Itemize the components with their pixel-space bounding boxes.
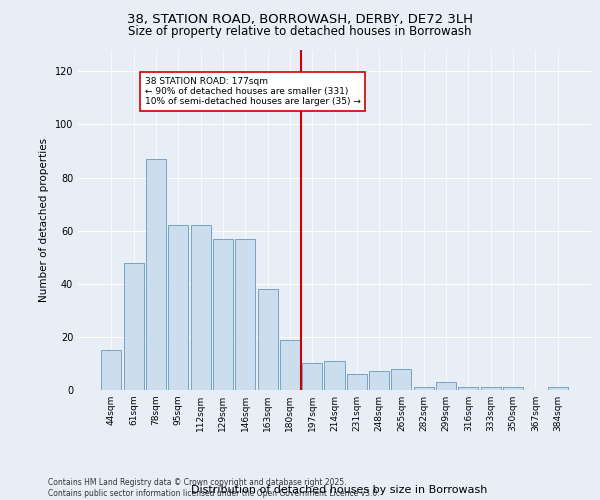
- Text: 38, STATION ROAD, BORROWASH, DERBY, DE72 3LH: 38, STATION ROAD, BORROWASH, DERBY, DE72…: [127, 12, 473, 26]
- Bar: [280, 340, 300, 390]
- Bar: [391, 369, 412, 390]
- Bar: [191, 226, 211, 390]
- Text: 38 STATION ROAD: 177sqm
← 90% of detached houses are smaller (331)
10% of semi-d: 38 STATION ROAD: 177sqm ← 90% of detache…: [145, 76, 361, 106]
- Bar: [146, 159, 166, 390]
- Bar: [503, 388, 523, 390]
- Bar: [369, 372, 389, 390]
- Bar: [257, 289, 278, 390]
- Bar: [213, 238, 233, 390]
- Bar: [481, 388, 501, 390]
- Bar: [168, 226, 188, 390]
- Bar: [235, 238, 255, 390]
- Text: Contains HM Land Registry data © Crown copyright and database right 2025.
Contai: Contains HM Land Registry data © Crown c…: [48, 478, 380, 498]
- Bar: [347, 374, 367, 390]
- Bar: [458, 388, 478, 390]
- Bar: [414, 388, 434, 390]
- Y-axis label: Number of detached properties: Number of detached properties: [39, 138, 49, 302]
- Bar: [101, 350, 121, 390]
- Bar: [124, 262, 144, 390]
- Bar: [325, 361, 344, 390]
- Bar: [302, 364, 322, 390]
- Bar: [436, 382, 456, 390]
- Text: Size of property relative to detached houses in Borrowash: Size of property relative to detached ho…: [128, 25, 472, 38]
- Bar: [548, 388, 568, 390]
- Text: Distribution of detached houses by size in Borrowash: Distribution of detached houses by size …: [191, 485, 487, 495]
